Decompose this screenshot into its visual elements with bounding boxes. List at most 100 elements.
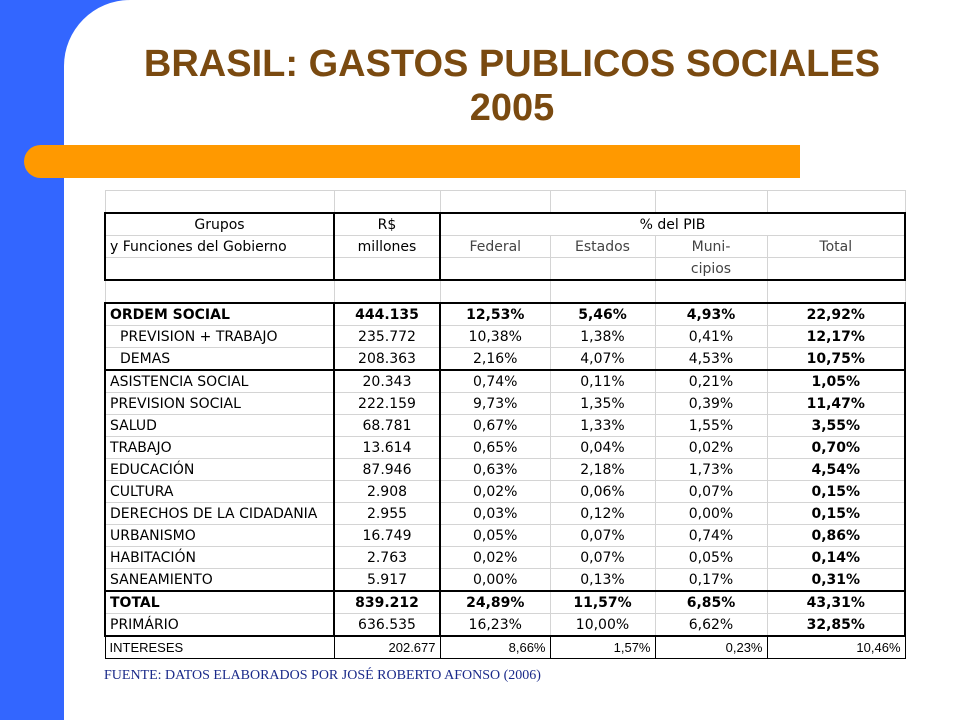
row-label: SALUD <box>104 414 335 437</box>
pct-federal: 0,63% <box>439 458 551 481</box>
header-currency: R$ <box>333 212 441 236</box>
pct-total: 0,14% <box>766 546 906 569</box>
pct-municipios: 6,62% <box>654 613 768 637</box>
value-millones: 235.772 <box>333 325 441 348</box>
table-row: ORDEM SOCIAL 444.135 12,53% 5,46% 4,93% 22,92… <box>104 302 906 326</box>
pct-municipios: 0,07% <box>654 480 768 503</box>
source-note: FUENTE: DATOS ELABORADOS POR JOSÉ ROBERT… <box>104 668 541 683</box>
pct-federal: 0,67% <box>439 414 551 437</box>
pct-estados: 1,35% <box>549 392 656 415</box>
header-muni: Muni- <box>654 235 768 258</box>
pct-municipios: 4,53% <box>654 347 768 371</box>
pct-federal: 0,74% <box>439 369 551 393</box>
row-label: PREVISION + TRABAJO <box>104 325 335 348</box>
pct-estados: 0,04% <box>549 436 656 459</box>
table-row: PREVISION SOCIAL 222.159 9,73% 1,35% 0,39% 11… <box>104 392 906 415</box>
header-grupos: Grupos <box>104 212 335 236</box>
table-row: ASISTENCIA SOCIAL 20.343 0,74% 0,11% 0,21% 1,… <box>104 369 906 393</box>
value-millones: 2.908 <box>333 480 441 503</box>
title-line-2: 2005 <box>469 87 555 129</box>
spending-table: Grupos R$ % del PIB y Funciones del Gobi… <box>104 190 906 659</box>
title-line-1: BRASIL: GASTOS PUBLICOS SOCIALES <box>143 43 881 85</box>
value-millones: 202.677 <box>333 635 441 659</box>
spacer-row <box>104 279 906 304</box>
spacer-row <box>104 190 906 214</box>
pct-estados: 0,07% <box>549 546 656 569</box>
value-millones: 2.763 <box>333 546 441 569</box>
pct-estados: 0,11% <box>549 369 656 393</box>
pct-estados: 1,57% <box>549 635 656 659</box>
pct-total: 0,86% <box>766 524 906 547</box>
header-millones: millones <box>333 235 441 258</box>
pct-total: 11,47% <box>766 392 906 415</box>
row-label: TOTAL <box>104 590 335 614</box>
pct-estados: 11,57% <box>549 590 656 614</box>
orange-divider-bar <box>24 145 800 178</box>
table-row: PREVISION + TRABAJO 235.772 10,38% 1,38% 0,4… <box>104 325 906 348</box>
pct-federal: 8,66% <box>439 635 551 659</box>
pct-estados: 0,06% <box>549 480 656 503</box>
pct-municipios: 0,39% <box>654 392 768 415</box>
pct-estados: 2,18% <box>549 458 656 481</box>
pct-total: 32,85% <box>766 613 906 637</box>
pct-municipios: 6,85% <box>654 590 768 614</box>
row-label: DERECHOS DE LA CIDADANIA <box>104 502 335 525</box>
table-row: HABITACIÓN 2.763 0,02% 0,07% 0,05% 0,14% <box>104 546 906 569</box>
slide-title: BRASIL: GASTOS PUBLICOS SOCIALES 2005 <box>64 42 960 130</box>
row-label: ORDEM SOCIAL <box>104 302 335 326</box>
row-label: DEMAS <box>104 347 335 371</box>
pct-federal: 0,65% <box>439 436 551 459</box>
pct-total: 10,75% <box>766 347 906 371</box>
value-millones: 222.159 <box>333 392 441 415</box>
row-label: SANEAMIENTO <box>104 568 335 592</box>
value-millones: 839.212 <box>333 590 441 614</box>
pct-total: 4,54% <box>766 458 906 481</box>
value-millones: 87.946 <box>333 458 441 481</box>
pct-estados: 0,12% <box>549 502 656 525</box>
pct-municipios: 0,41% <box>654 325 768 348</box>
table-row: TRABAJO 13.614 0,65% 0,04% 0,02% 0,70% <box>104 436 906 459</box>
pct-total: 0,15% <box>766 502 906 525</box>
pct-estados: 5,46% <box>549 302 656 326</box>
pct-federal: 12,53% <box>439 302 551 326</box>
pct-municipios: 0,02% <box>654 436 768 459</box>
pct-municipios: 0,05% <box>654 546 768 569</box>
pct-municipios: 0,21% <box>654 369 768 393</box>
value-millones: 13.614 <box>333 436 441 459</box>
row-label: PRIMÁRIO <box>104 613 335 637</box>
row-label: URBANISMO <box>104 524 335 547</box>
table-row: SANEAMIENTO 5.917 0,00% 0,13% 0,17% 0,31% <box>104 568 906 592</box>
header-row-1: Grupos R$ % del PIB <box>104 212 906 236</box>
left-accent-bar <box>0 0 64 720</box>
pct-estados: 0,07% <box>549 524 656 547</box>
pct-total: 0,31% <box>766 568 906 592</box>
table-row: EDUCACIÓN 87.946 0,63% 2,18% 1,73% 4,54% <box>104 458 906 481</box>
table-row: TOTAL 839.212 24,89% 11,57% 6,85% 43,31% <box>104 590 906 614</box>
pct-federal: 24,89% <box>439 590 551 614</box>
row-label: INTERESES <box>104 635 335 659</box>
pct-total: 10,46% <box>766 635 906 659</box>
pct-federal: 0,03% <box>439 502 551 525</box>
table-row: PRIMÁRIO 636.535 16,23% 10,00% 6,62% 32,85% <box>104 613 906 637</box>
table-row: SALUD 68.781 0,67% 1,33% 1,55% 3,55% <box>104 414 906 437</box>
pct-total: 43,31% <box>766 590 906 614</box>
pct-municipios: 0,23% <box>654 635 768 659</box>
header-cipios: cipios <box>654 257 768 281</box>
title-panel <box>64 0 960 140</box>
pct-total: 3,55% <box>766 414 906 437</box>
row-label: HABITACIÓN <box>104 546 335 569</box>
pct-municipios: 0,17% <box>654 568 768 592</box>
row-label: ASISTENCIA SOCIAL <box>104 369 335 393</box>
pct-federal: 2,16% <box>439 347 551 371</box>
pct-municipios: 1,73% <box>654 458 768 481</box>
pct-federal: 0,05% <box>439 524 551 547</box>
value-millones: 5.917 <box>333 568 441 592</box>
pct-federal: 10,38% <box>439 325 551 348</box>
row-label: CULTURA <box>104 480 335 503</box>
table-row: DERECHOS DE LA CIDADANIA 2.955 0,03% 0,12% 0… <box>104 502 906 525</box>
pct-municipios: 4,93% <box>654 302 768 326</box>
value-millones: 636.535 <box>333 613 441 637</box>
pct-municipios: 1,55% <box>654 414 768 437</box>
pct-total: 12,17% <box>766 325 906 348</box>
row-label: TRABAJO <box>104 436 335 459</box>
